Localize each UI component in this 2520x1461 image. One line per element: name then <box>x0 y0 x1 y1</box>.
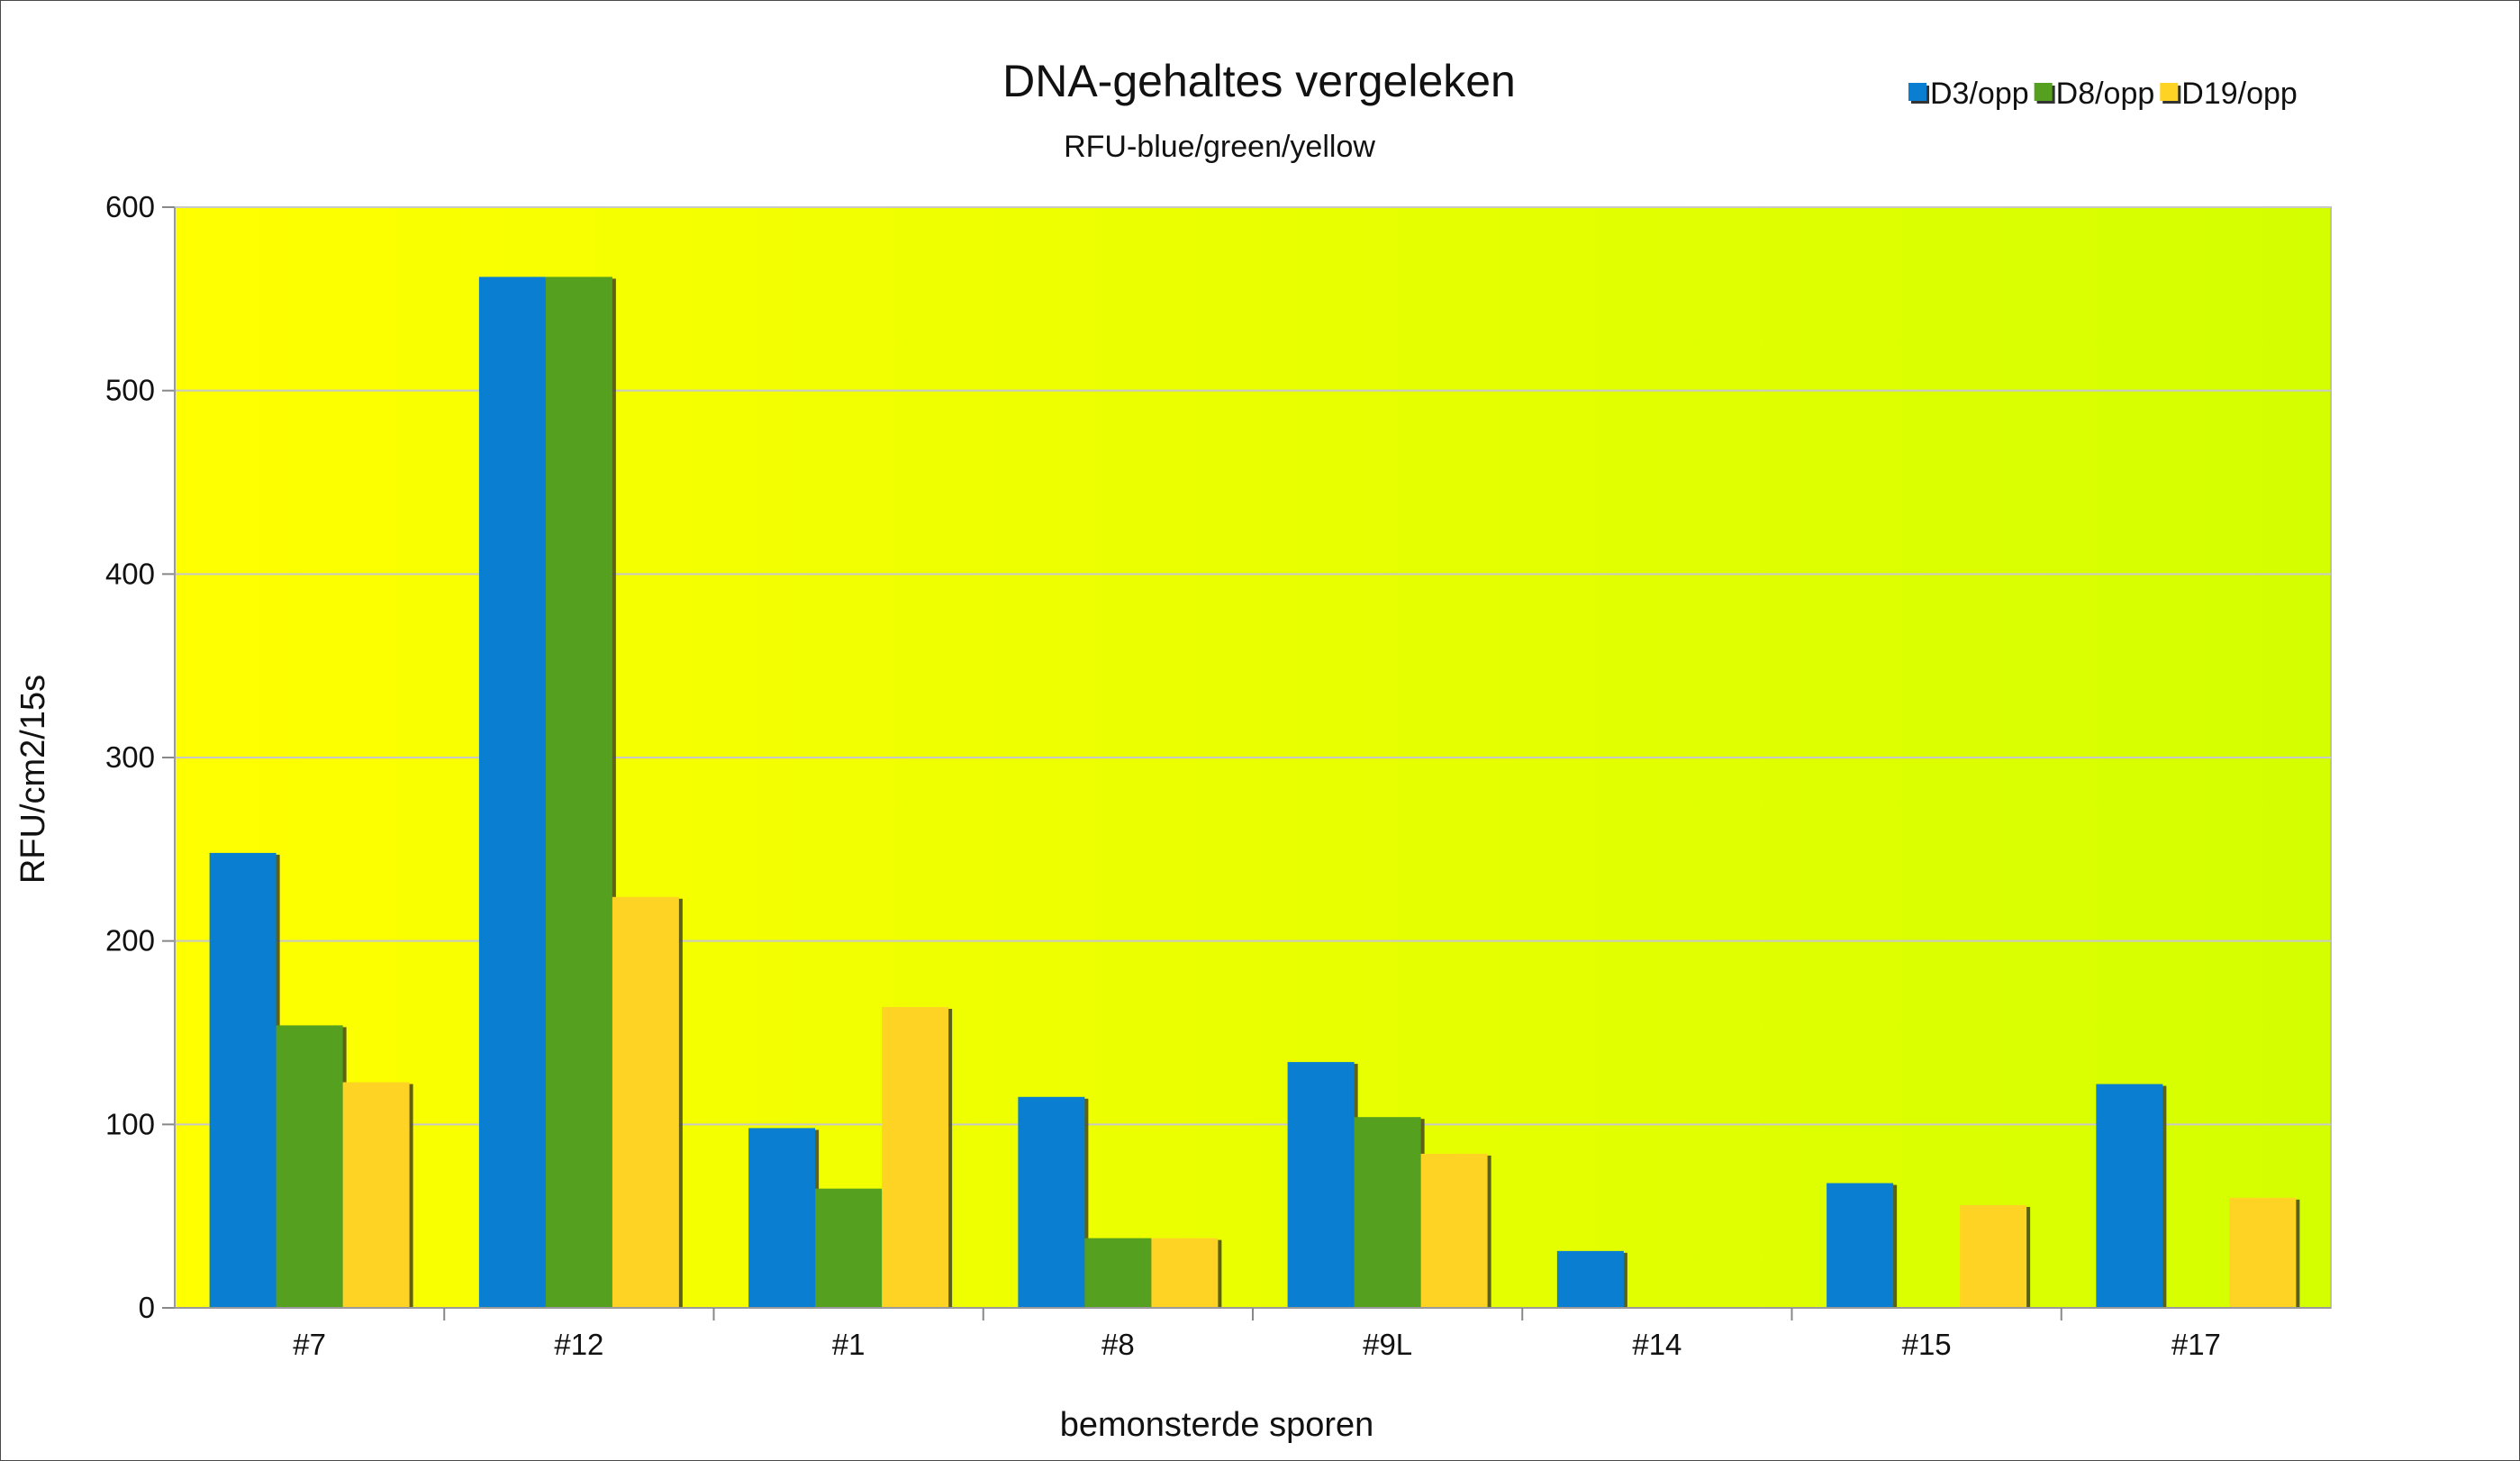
bar <box>1960 1204 2027 1308</box>
bar <box>2096 1084 2163 1308</box>
legend-swatch <box>2160 83 2179 101</box>
y-tick-label: 100 <box>105 1107 155 1140</box>
y-tick-label: 200 <box>105 924 155 957</box>
bar <box>478 277 546 1309</box>
y-axis-title: RFU/cm2/15s <box>14 675 52 884</box>
legend: D3/opp D8/opp D19/opp <box>1908 77 2298 111</box>
bar <box>209 852 276 1308</box>
axes <box>174 207 2331 1320</box>
x-tick-labels: #7 #12 #1 #8 #9L #14 #15 #17 <box>293 1328 2221 1361</box>
x-tick-label: #7 <box>293 1328 326 1361</box>
chart-subtitle: RFU-blue/green/yellow <box>1064 130 1375 164</box>
bar <box>1084 1238 1152 1308</box>
x-tick-label: #9L <box>1363 1328 1412 1361</box>
legend-swatch <box>1908 83 1926 101</box>
bar <box>1354 1117 1421 1308</box>
bar <box>882 1006 949 1308</box>
x-tick-label: #17 <box>2171 1328 2221 1361</box>
y-tick-label: 500 <box>105 374 155 407</box>
bar <box>2229 1197 2297 1308</box>
bar <box>748 1128 816 1308</box>
legend-label: D3/opp <box>1930 77 2029 111</box>
y-tick-label: 0 <box>139 1291 155 1324</box>
bar <box>342 1082 410 1308</box>
y-tick-label: 400 <box>105 557 155 590</box>
x-tick-label: #8 <box>1101 1328 1135 1361</box>
bar <box>815 1188 883 1308</box>
bar <box>1287 1062 1355 1308</box>
legend-label: D19/opp <box>2181 77 2298 111</box>
y-tick-labels: 0 100 200 300 400 500 600 <box>105 190 155 1324</box>
bar <box>1556 1250 1624 1308</box>
x-tick-label: #1 <box>832 1328 866 1361</box>
chart-title: DNA-gehaltes vergeleken <box>1002 56 1516 106</box>
x-tick-label: #15 <box>1902 1328 1952 1361</box>
bar <box>545 277 612 1309</box>
bar <box>1420 1153 1488 1308</box>
y-tick-label: 300 <box>105 740 155 774</box>
bar <box>612 896 679 1308</box>
x-tick-label: #14 <box>1632 1328 1682 1361</box>
bar <box>1018 1096 1085 1308</box>
legend-swatch <box>2034 83 2053 101</box>
bar <box>276 1025 343 1308</box>
bar <box>1151 1238 1219 1308</box>
y-tick-label: 600 <box>105 190 155 223</box>
x-tick-label: #12 <box>554 1328 603 1361</box>
x-axis-title: bemonsterde sporen <box>1060 1406 1374 1444</box>
bars <box>209 277 2300 1309</box>
legend-label: D8/opp <box>2056 77 2155 111</box>
bar <box>1827 1183 1894 1308</box>
